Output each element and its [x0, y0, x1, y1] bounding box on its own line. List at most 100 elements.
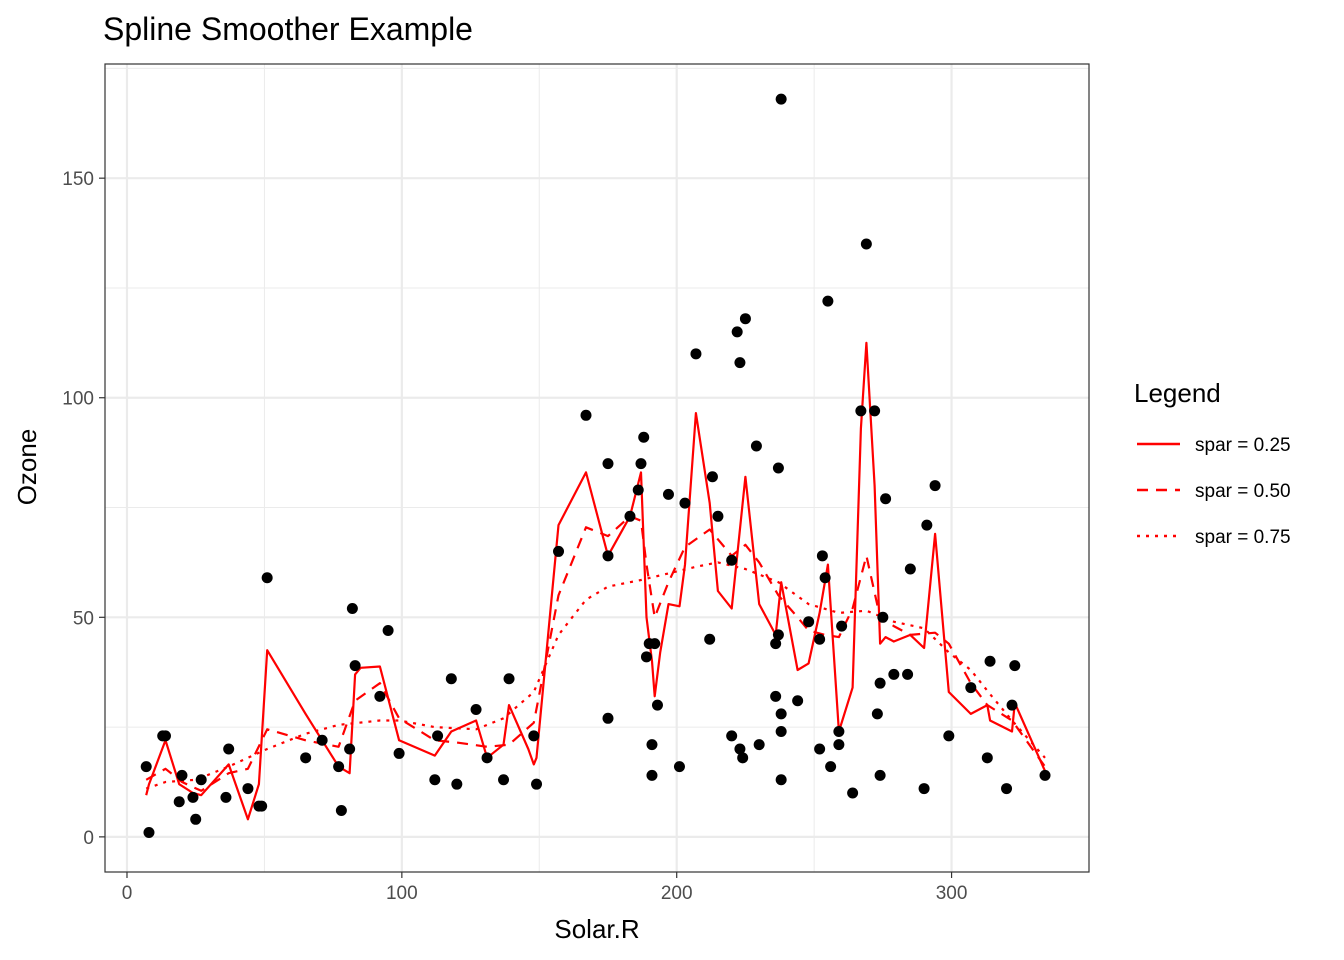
data-point — [223, 743, 235, 755]
legend-label: spar = 0.25 — [1195, 435, 1291, 456]
data-point — [984, 655, 996, 667]
data-point — [349, 660, 361, 672]
data-point — [632, 484, 644, 496]
data-point — [816, 550, 828, 562]
legend-title: Legend — [1134, 378, 1221, 408]
data-point — [344, 743, 356, 755]
data-point — [159, 730, 171, 742]
data-point — [635, 458, 647, 470]
chart-title: Spline Smoother Example — [103, 11, 473, 47]
data-point — [731, 326, 743, 338]
data-point — [750, 440, 762, 452]
data-point — [316, 734, 328, 746]
data-point — [432, 730, 444, 742]
data-point — [814, 743, 826, 755]
data-point — [470, 704, 482, 716]
data-point — [918, 783, 930, 795]
spline-line-solid — [145, 341, 1047, 821]
data-point — [300, 752, 312, 764]
data-point — [792, 695, 804, 707]
data-point — [531, 778, 543, 790]
data-point — [772, 629, 784, 641]
data-point — [1001, 783, 1013, 795]
data-point — [734, 357, 746, 369]
data-point — [580, 409, 592, 421]
data-point — [726, 554, 738, 566]
data-point — [825, 761, 837, 773]
data-point — [673, 761, 685, 773]
data-point — [646, 769, 658, 781]
data-point — [602, 712, 614, 724]
x-tick-label: 0 — [122, 883, 133, 904]
data-point — [602, 550, 614, 562]
data-point — [335, 805, 347, 817]
data-point — [871, 708, 883, 720]
data-point — [847, 787, 859, 799]
data-point — [640, 651, 652, 663]
data-point — [775, 774, 787, 786]
data-point — [651, 699, 663, 711]
data-point — [173, 796, 185, 808]
data-point — [775, 93, 787, 105]
data-point — [382, 624, 394, 636]
data-point — [638, 431, 650, 443]
data-point — [256, 800, 268, 812]
data-point — [921, 519, 933, 531]
data-point — [981, 752, 993, 764]
data-point — [836, 620, 848, 632]
data-point — [498, 774, 510, 786]
data-point — [374, 690, 386, 702]
data-point — [176, 769, 188, 781]
data-point — [833, 739, 845, 751]
data-point — [874, 769, 886, 781]
data-point — [943, 730, 955, 742]
data-point — [1009, 660, 1021, 672]
legend: Legend spar = 0.25 spar = 0.50 spar = 0.75 — [1134, 378, 1291, 548]
data-point — [481, 752, 493, 764]
data-point — [803, 616, 815, 628]
data-point — [772, 462, 784, 474]
plot-panel-border — [104, 63, 1090, 873]
data-point — [503, 673, 515, 685]
data-point — [1006, 699, 1018, 711]
data-point — [261, 572, 273, 584]
x-axis-title: Solar.R — [554, 914, 639, 944]
data-point — [965, 682, 977, 694]
data-point — [706, 471, 718, 483]
data-point — [190, 813, 202, 825]
data-point — [737, 752, 749, 764]
data-point — [602, 458, 614, 470]
data-point — [726, 730, 738, 742]
data-point — [690, 348, 702, 360]
data-point — [712, 510, 724, 522]
data-point — [333, 761, 345, 773]
data-point — [624, 510, 636, 522]
y-tick-label: 50 — [73, 608, 94, 629]
data-point — [553, 545, 565, 557]
data-point — [704, 633, 716, 645]
legend-label: spar = 0.50 — [1195, 481, 1291, 502]
data-point — [1039, 769, 1051, 781]
data-point — [429, 774, 441, 786]
data-point — [649, 638, 661, 650]
data-point — [739, 313, 751, 325]
data-point — [819, 572, 831, 584]
data-point — [187, 791, 199, 803]
data-point — [775, 708, 787, 720]
data-point — [888, 668, 900, 680]
y-tick-label: 0 — [83, 828, 94, 849]
data-point — [902, 668, 914, 680]
data-point — [822, 295, 834, 307]
data-point — [528, 730, 540, 742]
data-point — [869, 405, 881, 417]
data-point — [646, 739, 658, 751]
data-point — [860, 238, 872, 250]
x-axis: 0 100 200 300 — [122, 872, 967, 904]
data-point — [770, 690, 782, 702]
data-point — [874, 677, 886, 689]
x-tick-label: 200 — [661, 883, 693, 904]
data-point — [833, 725, 845, 737]
data-point — [814, 633, 826, 645]
